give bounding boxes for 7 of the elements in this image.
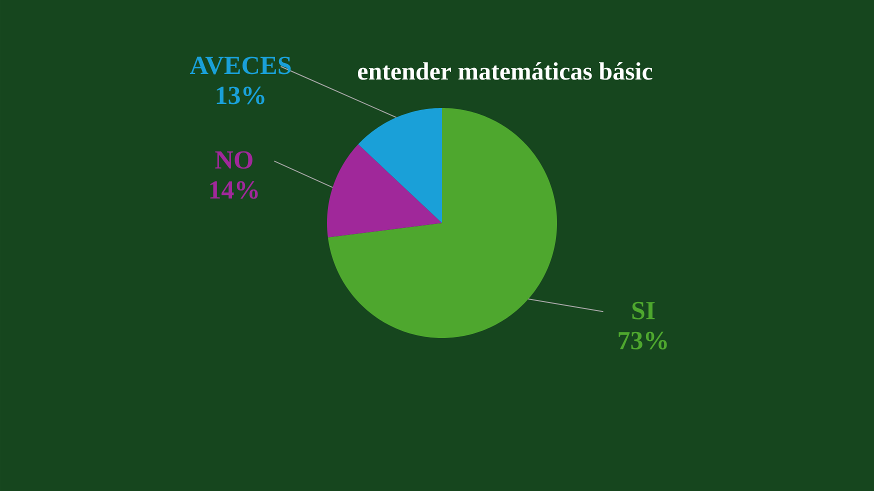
slice-label: AVECES — [190, 56, 291, 74]
data-label: 13% — [216, 86, 264, 104]
slice-label: SI — [632, 302, 655, 320]
chart-title: entender matemáticas básic — [358, 62, 652, 80]
data-label: 14% — [210, 181, 258, 199]
data-label: 73% — [618, 332, 667, 350]
slice-label: NO — [215, 151, 252, 169]
